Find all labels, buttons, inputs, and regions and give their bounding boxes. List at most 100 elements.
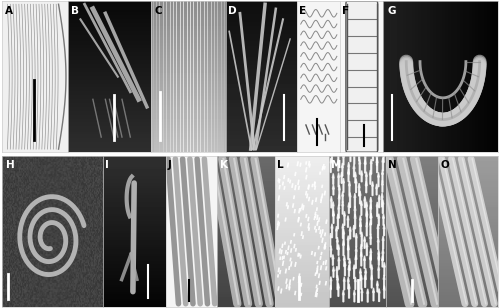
FancyArrow shape	[331, 224, 333, 238]
FancyArrow shape	[348, 181, 350, 195]
FancyArrow shape	[338, 194, 340, 206]
Text: K: K	[220, 160, 228, 170]
FancyArrow shape	[342, 290, 344, 302]
FancyArrow shape	[350, 227, 351, 239]
Text: H: H	[6, 160, 15, 170]
FancyArrow shape	[366, 222, 368, 236]
FancyArrow shape	[382, 157, 384, 171]
FancyArrow shape	[348, 245, 349, 259]
FancyArrow shape	[349, 192, 351, 207]
FancyArrow shape	[372, 181, 374, 196]
FancyArrow shape	[360, 268, 362, 281]
FancyArrow shape	[366, 172, 368, 186]
FancyArrow shape	[376, 158, 378, 172]
FancyArrow shape	[359, 159, 360, 174]
FancyArrow shape	[378, 249, 380, 260]
FancyArrow shape	[378, 265, 380, 278]
FancyArrow shape	[360, 252, 362, 266]
FancyArrow shape	[348, 236, 349, 250]
FancyArrow shape	[354, 265, 355, 278]
FancyArrow shape	[332, 173, 334, 184]
FancyArrow shape	[336, 275, 338, 290]
FancyArrow shape	[344, 255, 345, 266]
FancyArrow shape	[332, 184, 334, 195]
FancyArrow shape	[330, 285, 332, 298]
FancyArrow shape	[342, 178, 344, 192]
FancyArrow shape	[344, 261, 346, 276]
FancyArrow shape	[382, 256, 384, 267]
FancyArrow shape	[348, 162, 350, 175]
FancyArrow shape	[364, 160, 366, 173]
Text: C: C	[154, 6, 162, 16]
FancyArrow shape	[349, 258, 350, 270]
FancyArrow shape	[378, 214, 380, 225]
FancyArrow shape	[348, 277, 349, 289]
FancyArrow shape	[376, 152, 378, 165]
FancyArrow shape	[382, 200, 384, 213]
FancyArrow shape	[332, 211, 334, 223]
FancyArrow shape	[350, 149, 352, 161]
FancyArrow shape	[347, 216, 349, 227]
FancyArrow shape	[354, 206, 356, 217]
Text: A: A	[4, 6, 12, 16]
Text: O: O	[440, 160, 449, 170]
FancyArrow shape	[354, 172, 356, 183]
FancyArrow shape	[343, 229, 344, 244]
FancyArrow shape	[354, 149, 355, 164]
FancyArrow shape	[348, 265, 350, 276]
FancyArrow shape	[366, 211, 368, 224]
FancyArrow shape	[338, 185, 340, 197]
FancyArrow shape	[364, 237, 366, 248]
FancyArrow shape	[370, 234, 372, 245]
FancyArrow shape	[348, 202, 350, 213]
FancyArrow shape	[361, 171, 362, 182]
FancyArrow shape	[364, 256, 366, 268]
FancyArrow shape	[338, 173, 340, 187]
FancyArrow shape	[338, 245, 340, 255]
FancyArrow shape	[378, 195, 380, 208]
FancyArrow shape	[360, 244, 362, 255]
FancyArrow shape	[382, 180, 384, 192]
FancyArrow shape	[359, 191, 361, 204]
FancyArrow shape	[382, 236, 384, 249]
FancyArrow shape	[348, 284, 350, 298]
FancyArrow shape	[330, 158, 332, 172]
FancyArrow shape	[382, 249, 384, 260]
FancyArrow shape	[342, 163, 344, 176]
FancyArrow shape	[342, 152, 344, 165]
FancyArrow shape	[338, 150, 339, 165]
FancyArrow shape	[382, 170, 384, 182]
FancyArrow shape	[381, 193, 383, 207]
FancyArrow shape	[384, 224, 385, 236]
FancyArrow shape	[384, 262, 385, 276]
FancyArrow shape	[372, 146, 374, 161]
FancyArrow shape	[330, 277, 332, 289]
Text: D: D	[228, 6, 237, 16]
FancyArrow shape	[338, 283, 339, 296]
FancyArrow shape	[353, 164, 355, 177]
FancyArrow shape	[342, 224, 344, 238]
FancyArrow shape	[338, 257, 340, 269]
FancyArrow shape	[358, 183, 360, 196]
FancyArrow shape	[342, 241, 344, 256]
FancyArrow shape	[370, 220, 372, 235]
Text: E: E	[299, 6, 306, 16]
FancyArrow shape	[376, 184, 378, 195]
FancyArrow shape	[382, 152, 384, 162]
FancyArrow shape	[337, 214, 339, 229]
FancyArrow shape	[330, 246, 332, 257]
FancyArrow shape	[382, 213, 384, 225]
FancyArrow shape	[378, 172, 380, 187]
Text: B: B	[72, 6, 80, 16]
FancyArrow shape	[365, 268, 366, 280]
FancyArrow shape	[336, 266, 338, 278]
FancyArrow shape	[370, 248, 372, 260]
FancyArrow shape	[360, 275, 362, 289]
FancyArrow shape	[376, 281, 378, 292]
FancyArrow shape	[364, 275, 366, 287]
FancyArrow shape	[366, 242, 368, 256]
FancyArrow shape	[336, 237, 338, 249]
FancyArrow shape	[354, 193, 356, 208]
FancyArrow shape	[356, 247, 357, 259]
FancyArrow shape	[331, 150, 333, 162]
